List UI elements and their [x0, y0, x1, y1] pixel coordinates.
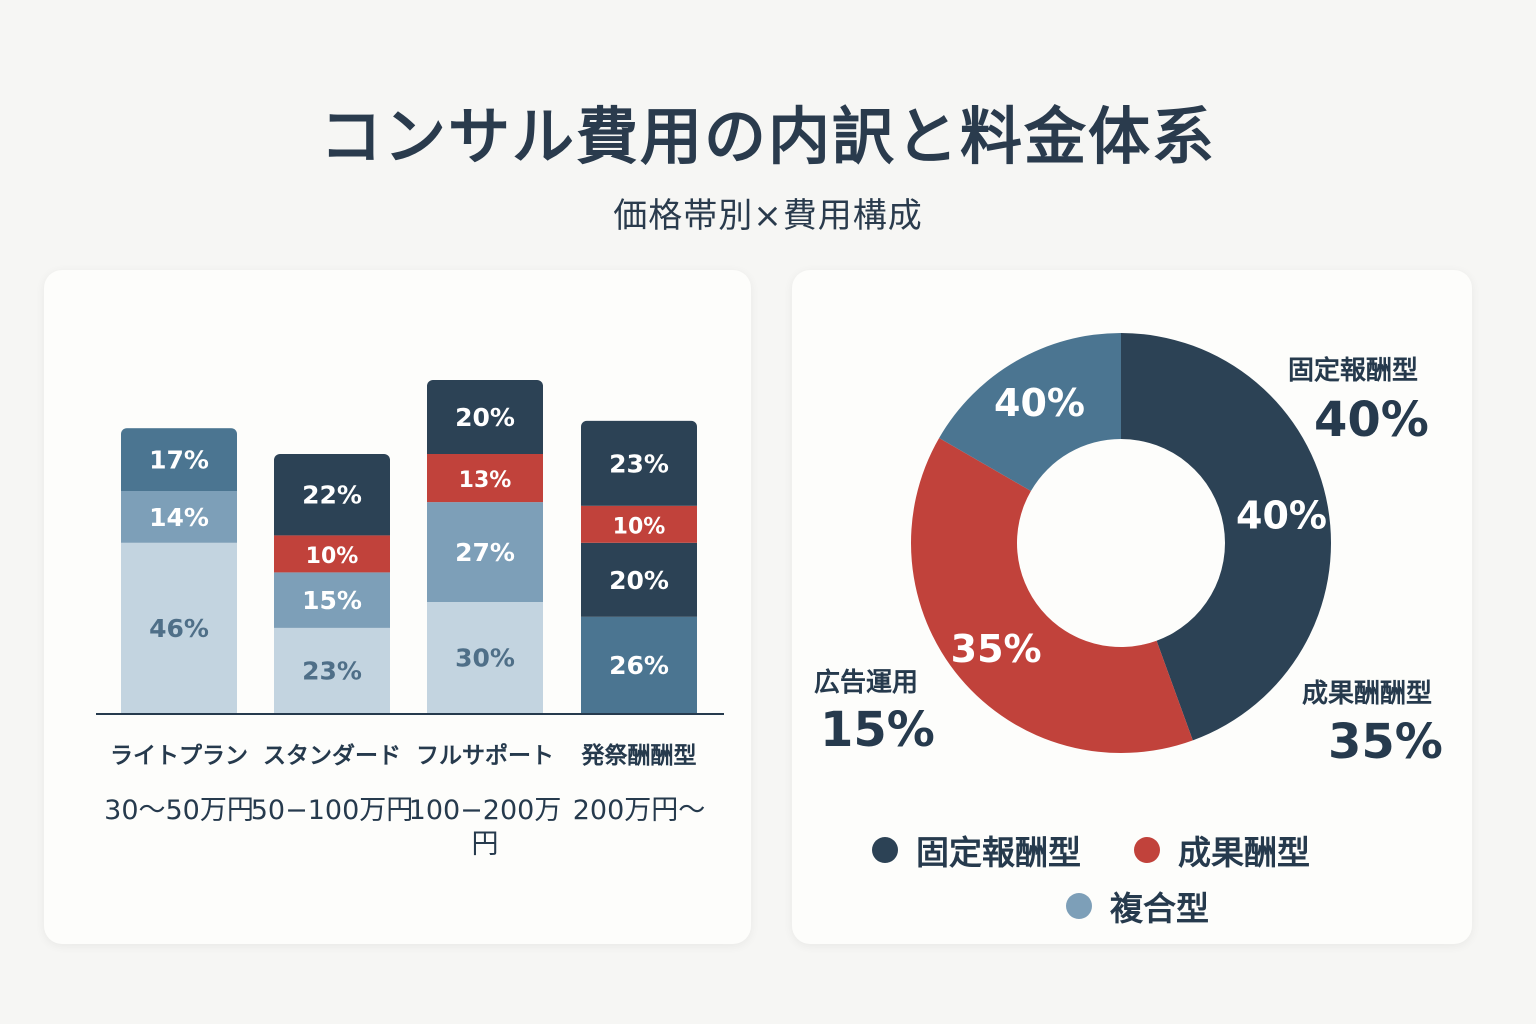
bar-segment: [427, 602, 543, 713]
legend-swatch: [1134, 837, 1160, 863]
bar-data-label: 23%: [302, 656, 362, 685]
pie-side-label-name: 成果酬酬型: [1302, 679, 1433, 709]
pie-side-label-name: 固定報酬型: [1288, 356, 1419, 386]
donut-chart: 40% 35% 40%: [911, 333, 1331, 753]
pie-data-label: 35%: [951, 627, 1042, 671]
bar-category-label: スタンダード: [263, 743, 401, 769]
bar-data-label: 46%: [149, 614, 209, 643]
bar-segment: [274, 535, 390, 573]
bar-stack: 30% 27% 13% 20%: [427, 380, 543, 713]
bar-data-label: 10%: [613, 514, 666, 539]
bar-category-label: フルサポート: [416, 743, 554, 769]
bar-segment: [427, 502, 543, 602]
bar-category-label: 発祭酬酬型: [581, 743, 697, 769]
bar-segment: [121, 428, 237, 491]
bar-data-label: 26%: [609, 651, 669, 680]
bar-price-label: 200万円〜: [572, 795, 706, 826]
bar-segment: [274, 627, 390, 713]
bar-segment: [121, 491, 237, 543]
bar-segment: [581, 505, 697, 543]
pie-slice: [1121, 333, 1331, 741]
bar-data-label: 15%: [302, 586, 362, 615]
pie-side-label-value: 15%: [820, 702, 935, 758]
donut-chart-card: 40% 35% 40% 固定報酬型 40% 成果酬酬型 35% 広告運用 15% 固…: [792, 270, 1472, 944]
bar-category-label: ライトプラン: [110, 743, 248, 769]
bar-stack: 46% 14% 17%: [121, 428, 237, 713]
legend-label: 固定報酬型: [916, 833, 1081, 872]
page-title: コンサル費用の内訳と料金体系: [319, 100, 1216, 173]
bar-data-label: 20%: [455, 403, 515, 432]
legend-item: 固定報酬型: [872, 826, 1081, 874]
legend-item: 成果酬型: [1134, 826, 1310, 874]
bar-data-label: 30%: [455, 644, 515, 673]
page-subtitle: 価格帯別×費用構成: [613, 196, 923, 236]
bar-data-label: 20%: [609, 566, 669, 595]
pie-data-label: 40%: [1236, 494, 1327, 538]
bar-chart-card: 46% 14% 17% 23% 15% 10% 22% 30% 27% 13% 20% 26% 20% 1…: [44, 270, 751, 944]
legend-label: 複合型: [1110, 889, 1209, 928]
bar-segment: [274, 454, 390, 536]
bar-data-label: 27%: [455, 538, 515, 567]
pie-slice: [911, 438, 1193, 753]
bar-stack: 26% 20% 10% 23%: [581, 420, 697, 713]
bar-data-label: 23%: [609, 449, 669, 478]
pie-data-label: 40%: [994, 381, 1085, 425]
bar-segment: [274, 572, 390, 628]
legend-swatch: [872, 837, 898, 863]
bar-segment: [581, 616, 697, 713]
pie-slice: [939, 333, 1121, 491]
pie-side-label-value: 40%: [1314, 392, 1429, 448]
bar-data-label: 14%: [149, 503, 209, 532]
bar-data-label: 13%: [459, 468, 512, 493]
stacked-bar-chart: 46% 14% 17% 23% 15% 10% 22% 30% 27% 13% 20% 26% 20% 1…: [96, 380, 724, 715]
legend-item: 複合型: [1066, 882, 1209, 930]
bar-segment: [581, 542, 697, 617]
bar-segment: [121, 542, 237, 713]
bar-data-label: 10%: [306, 544, 359, 569]
pie-side-label-name: 広告運用: [814, 668, 919, 698]
bar-stack: 23% 15% 10% 22%: [274, 454, 390, 713]
bar-price-label: 50−100万円: [250, 795, 414, 826]
bar-price-label: 30〜50万円: [104, 795, 254, 826]
bar-segment: [581, 420, 697, 506]
legend-label: 成果酬型: [1178, 833, 1310, 872]
bar-segment: [427, 454, 543, 503]
bar-segment: [427, 380, 543, 454]
bar-price-label: 100−200万円: [408, 795, 562, 860]
bar-data-label: 22%: [302, 481, 362, 510]
pie-side-label-value: 35%: [1328, 714, 1443, 770]
legend-swatch: [1066, 893, 1092, 919]
bar-data-label: 17%: [149, 446, 209, 475]
